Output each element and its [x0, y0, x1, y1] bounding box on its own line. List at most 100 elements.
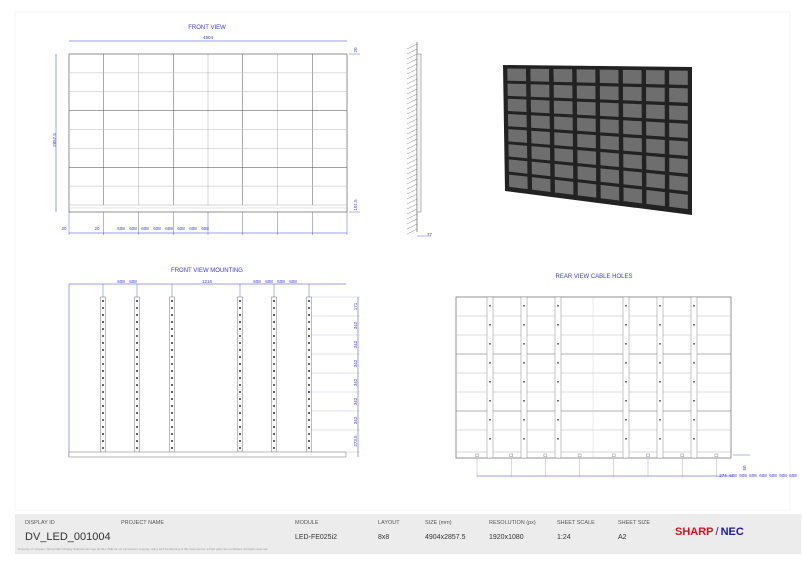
rail-hole — [171, 342, 173, 344]
cable-hole — [659, 381, 661, 383]
rail-hole — [136, 328, 138, 330]
cable-hole — [523, 305, 525, 307]
wall-hatch — [406, 158, 418, 165]
render-module — [577, 117, 596, 133]
rail-hole — [136, 377, 138, 379]
rail-hole — [102, 398, 104, 400]
wall-hatch — [406, 183, 418, 190]
render-module — [669, 70, 688, 85]
cable-hole — [659, 419, 661, 421]
wall-hatch — [406, 148, 418, 155]
mounting-rail — [100, 296, 106, 453]
rail-hole — [273, 398, 275, 400]
render-module — [507, 83, 527, 97]
render-module — [508, 144, 528, 159]
cable-hole — [693, 400, 695, 402]
rail-hole — [239, 419, 241, 421]
cable-hole — [577, 453, 582, 457]
render-module — [646, 138, 665, 155]
rail-hole — [102, 419, 104, 421]
rear-rail — [486, 296, 494, 459]
rear-bottom-dim: 608 — [759, 473, 767, 478]
rail-hole — [102, 440, 104, 442]
rail-hole — [102, 377, 104, 379]
render-module — [646, 87, 665, 102]
mount-right-dim: 171 — [353, 302, 358, 310]
cable-hole — [523, 362, 525, 364]
render-module — [599, 69, 619, 84]
rail-hole — [273, 426, 275, 428]
rail-hole — [239, 433, 241, 435]
cable-hole — [489, 362, 491, 364]
cable-hole — [659, 362, 661, 364]
rail-hole — [171, 398, 173, 400]
render-module — [531, 130, 550, 145]
wall-hatch — [406, 223, 418, 230]
rail-hole — [171, 405, 173, 407]
module-label: MODULE — [295, 520, 319, 526]
mounting-rail — [134, 296, 140, 453]
cable-hole — [693, 324, 695, 326]
wall-hatch — [406, 63, 418, 70]
wall-hatch — [406, 138, 418, 145]
rail-hole — [171, 363, 173, 365]
wall-hatch — [406, 103, 418, 110]
render-module — [623, 153, 642, 170]
layout-label: LAYOUT — [378, 520, 400, 526]
rail-hole — [136, 398, 138, 400]
rail-hole — [308, 300, 310, 302]
rail-hole — [102, 335, 104, 337]
cable-hole — [659, 438, 661, 440]
rail-hole — [273, 307, 275, 309]
rail-hole — [273, 447, 275, 449]
wall-hatch — [406, 188, 418, 195]
rail-hole — [102, 363, 104, 365]
render-module — [646, 104, 665, 120]
cable-hole — [489, 324, 491, 326]
mount-bottom-strip — [68, 451, 347, 458]
render-module — [600, 168, 620, 184]
rail-hole — [102, 370, 104, 372]
wall-hatch — [406, 53, 418, 60]
cable-hole — [489, 305, 491, 307]
module-width-dim: 608 — [129, 226, 137, 231]
mount-right-dim: 342 — [353, 378, 358, 386]
rear-bottom-dim: 608 — [789, 473, 797, 478]
scale-value: 1:24 — [557, 534, 571, 541]
rail-hole — [171, 370, 173, 372]
front-view: FRONT VIEW 4904 2857.5 20 101.5 20 20 60… — [52, 25, 360, 235]
layout-value: 8x8 — [378, 534, 390, 541]
cable-hole — [625, 400, 627, 402]
rail-hole — [171, 377, 173, 379]
cable-hole — [625, 381, 627, 383]
rail-hole — [273, 384, 275, 386]
mount-right-dim: 342 — [353, 359, 358, 367]
render-frame — [503, 65, 692, 215]
rail-hole — [171, 391, 173, 393]
render-module — [576, 69, 596, 83]
rail-hole — [136, 363, 138, 365]
rail-hole — [136, 321, 138, 323]
render-module — [600, 135, 619, 151]
front-width-dim: 4904 — [203, 35, 214, 40]
rail-hole — [239, 370, 241, 372]
rail-hole — [273, 405, 275, 407]
cable-hole — [489, 419, 491, 421]
render-module — [669, 140, 688, 156]
cable-hole — [557, 324, 559, 326]
rail-hole — [273, 300, 275, 302]
front-top-offset: 20 — [353, 47, 358, 53]
wall-hatch — [406, 198, 418, 205]
mounting-title: FRONT VIEW MOUNTING — [171, 268, 243, 274]
rail-hole — [239, 440, 241, 442]
rail-hole — [102, 342, 104, 344]
logo-sharp: SHARP — [675, 526, 714, 538]
rail-hole — [308, 447, 310, 449]
rail-hole — [102, 321, 104, 323]
rail-hole — [273, 391, 275, 393]
rail-hole — [239, 391, 241, 393]
cable-hole — [680, 453, 684, 457]
module-width-dim: 608 — [117, 226, 125, 231]
rail-hole — [308, 440, 310, 442]
